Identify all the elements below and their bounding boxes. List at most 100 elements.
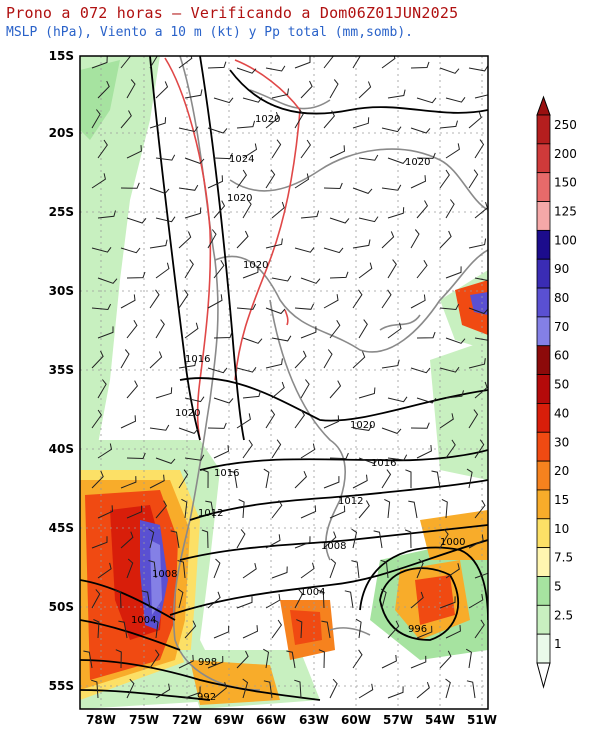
wind-barb (468, 534, 484, 549)
wind-barb (300, 210, 320, 219)
wind-barb (271, 275, 292, 282)
wind-barb (352, 649, 363, 669)
wind-barb (242, 439, 253, 459)
wind-barb (404, 529, 412, 549)
wind-barb (265, 111, 279, 129)
wind-barb (294, 247, 315, 253)
wind-barb (184, 396, 205, 403)
wind-barb (213, 331, 233, 339)
wind-barb (416, 260, 428, 279)
wind-barb (236, 67, 257, 74)
wind-barb (265, 65, 286, 72)
wind-barb (120, 531, 134, 549)
wind-barb (381, 184, 402, 191)
wind-barb (294, 536, 311, 549)
wind-barb (115, 649, 122, 669)
wind-barb (242, 678, 249, 699)
wind-barb (213, 152, 233, 160)
wind-barb (300, 379, 310, 399)
wind-barb (120, 476, 137, 489)
wind-barb (445, 678, 451, 699)
wind-barb (155, 683, 171, 699)
map-title: Prono a 072 horas – Verificando a Dom06Z… (6, 4, 459, 22)
wind-barb (242, 562, 257, 579)
wind-barb (126, 79, 136, 99)
isobar-label: 1020 (175, 408, 200, 419)
wind-barb (439, 230, 452, 249)
wind-barb (178, 231, 192, 249)
wind-barb (410, 61, 430, 69)
wind-barb (445, 199, 455, 219)
wind-barb (236, 367, 257, 373)
wind-barb (352, 187, 373, 194)
wind-barb (439, 413, 454, 429)
colorbar-label: 100 (554, 233, 577, 247)
wind-barb (439, 169, 450, 189)
colorbar-swatch (536, 633, 551, 664)
wind-barb (126, 558, 134, 579)
wind-barb (207, 61, 227, 69)
wind-barb (242, 337, 263, 344)
wind-barb (207, 127, 228, 134)
wind-barb (242, 266, 259, 279)
isobar-label: 1020 (405, 157, 430, 168)
wind-barb (213, 682, 227, 699)
wind-barb (155, 457, 176, 464)
wind-barb (474, 139, 485, 159)
colorbar-top-arrow (536, 95, 551, 116)
wind-barb (352, 56, 361, 69)
wind-barb (381, 126, 402, 133)
wind-barb (120, 247, 141, 254)
isobar-label: 1020 (255, 114, 280, 125)
isobar-label: 992 (197, 692, 216, 703)
wind-barb (118, 620, 128, 639)
wind-barb (91, 589, 101, 609)
wind-barb (323, 182, 343, 190)
wind-barb (177, 560, 186, 579)
wind-barb (213, 445, 230, 459)
wind-barb (236, 303, 257, 310)
wind-barb (323, 56, 335, 69)
wind-barb (126, 452, 146, 460)
wind-barb (352, 474, 368, 489)
wind-barb (387, 207, 405, 219)
wind-barb (271, 381, 285, 399)
wind-barb (329, 79, 339, 99)
wind-barb (323, 349, 333, 369)
lat-label: 55S (49, 679, 74, 693)
wind-barb (329, 678, 338, 699)
wind-barb (381, 654, 397, 669)
wind-barb (184, 207, 202, 219)
colorbar-swatch (536, 460, 551, 491)
lon-label: 60W (341, 713, 371, 727)
wind-barb (205, 500, 215, 519)
wind-barb (352, 117, 370, 129)
wind-barb (97, 80, 110, 99)
wind-barb (321, 620, 331, 639)
colorbar-label: 60 (554, 349, 569, 363)
wind-barb (410, 422, 430, 429)
wind-barb (155, 216, 176, 223)
wind-barb (271, 439, 282, 459)
wind-barb (352, 424, 373, 431)
wind-barb (416, 331, 436, 339)
wind-barb (236, 529, 246, 549)
wind-barb (149, 117, 167, 129)
wind-barb (236, 596, 253, 609)
wind-barb (294, 303, 315, 310)
wind-barb (329, 452, 349, 460)
wind-barb (387, 89, 406, 99)
wind-barb (431, 470, 441, 489)
wind-barb (181, 498, 188, 519)
wind-barb (155, 387, 173, 399)
isobar-label: 1000 (440, 537, 465, 548)
wind-barb (149, 649, 160, 669)
colorbar-swatch (536, 143, 551, 174)
colorbar-label: 20 (554, 464, 569, 478)
wind-barb (358, 387, 376, 399)
isobar-label: 1020 (350, 420, 375, 431)
wind-barb (416, 97, 437, 104)
wind-barb (184, 454, 205, 461)
wind-barb (352, 239, 371, 249)
